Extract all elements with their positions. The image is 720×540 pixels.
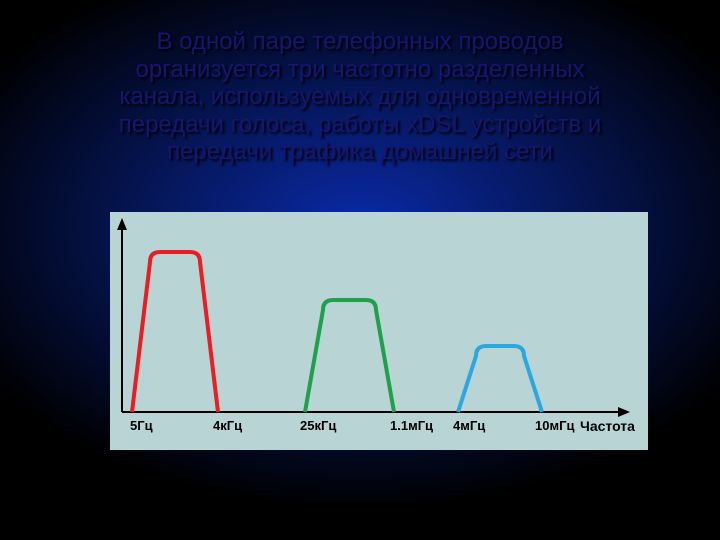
tick-label: 10мГц — [535, 418, 574, 433]
tick-label: 25кГц — [300, 418, 336, 433]
title-line: организуется три частотно разделенных — [60, 56, 660, 84]
chart-svg — [110, 212, 648, 450]
title-line: передачи голоса, работы xDSL устройств и — [60, 111, 660, 139]
tick-label: 4кГц — [213, 418, 242, 433]
tick-label: 5Гц — [130, 418, 153, 433]
frequency-chart: 5Гц 4кГц 25кГц 1.1мГц 4мГц 10мГц Частота — [110, 212, 648, 450]
title-line: передачи трафика домашней сети — [60, 138, 660, 166]
slide-title: В одной паре телефонных проводов организ… — [60, 28, 660, 166]
x-axis-label: Частота — [580, 418, 635, 434]
slide-root: В одной паре телефонных проводов организ… — [0, 0, 720, 540]
title-line: В одной паре телефонных проводов — [60, 28, 660, 56]
tick-label: 1.1мГц — [390, 418, 433, 433]
title-line: канала, используемых для одновременной — [60, 83, 660, 111]
tick-label: 4мГц — [453, 418, 485, 433]
